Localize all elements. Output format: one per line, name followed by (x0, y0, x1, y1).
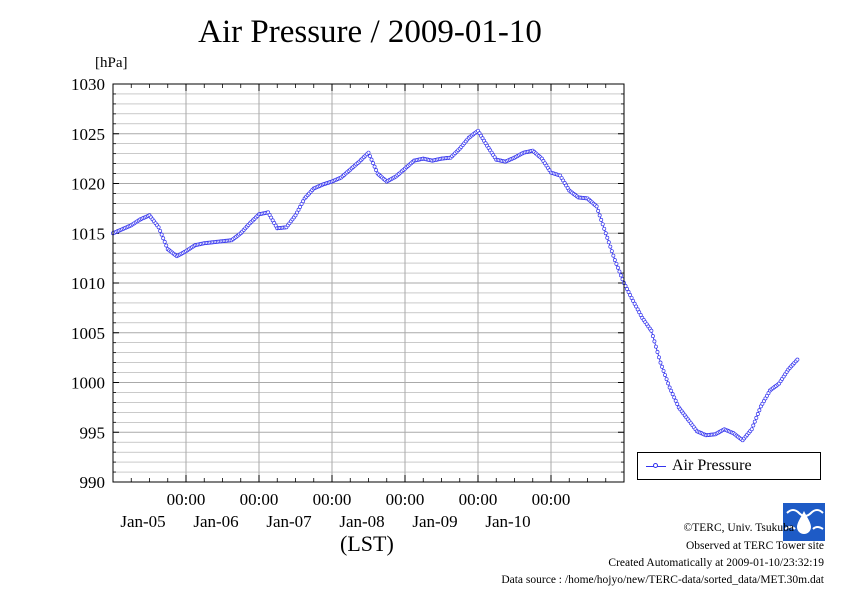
x-axis-unit: (LST) (340, 531, 394, 556)
data-point (606, 240, 611, 245)
x-tick-date-label: Jan-06 (193, 512, 238, 531)
data-point (657, 355, 661, 360)
x-tick-date-label: Jan-05 (120, 512, 165, 531)
data-point (602, 226, 607, 231)
data-point (652, 339, 657, 344)
y-tick-label: 1000 (71, 374, 105, 393)
data-point (655, 350, 660, 354)
data-point (661, 368, 666, 373)
data-point (649, 328, 654, 333)
data-point (611, 253, 616, 258)
legend-label: Air Pressure (672, 457, 752, 474)
data-point (663, 373, 668, 377)
terc-logo (783, 503, 825, 541)
created-timestamp: Created Automatically at 2009-01-10/23:3… (608, 557, 824, 569)
y-tick-label: 1005 (71, 324, 105, 343)
data-point (301, 199, 306, 204)
data-point (664, 377, 669, 382)
data-point (371, 161, 376, 166)
data-point (628, 292, 633, 297)
data-source: Data source : /home/hojyo/new/TERC-data/… (501, 574, 824, 586)
data-point (754, 415, 759, 420)
y-tick-label: 1030 (71, 75, 105, 94)
x-tick-date-label: Jan-07 (266, 512, 312, 531)
legend: Air Pressure (637, 452, 821, 480)
data-point (596, 208, 601, 213)
y-tick-label: 995 (80, 423, 106, 442)
data-point (667, 385, 672, 390)
data-point (675, 402, 680, 407)
observation-site-credit: Observed at TERC Tower site (685, 540, 824, 552)
chart-title: Air Pressure / 2009-01-10 (198, 14, 542, 50)
data-point (751, 423, 756, 428)
y-axis-unit: [hPa] (95, 55, 128, 71)
data-point (755, 412, 760, 416)
data-point (673, 398, 678, 403)
x-tick-time-label: 00:00 (459, 490, 498, 509)
data-point (603, 231, 608, 236)
data-point (605, 235, 610, 240)
x-tick-time-label: 00:00 (386, 490, 425, 509)
grid-layer (113, 84, 624, 482)
plot-frame (112, 83, 625, 483)
data-point (369, 157, 374, 162)
data-point (612, 258, 617, 263)
copyright-credit: ©TERC, Univ. Tsukuba (683, 522, 794, 534)
x-tick-time-label: 00:00 (532, 490, 571, 509)
x-tick-date-label: Jan-09 (412, 512, 457, 531)
data-point (666, 381, 671, 386)
data-point (617, 269, 622, 274)
data-point (669, 388, 674, 393)
data-point (608, 244, 613, 249)
series-layer (111, 128, 800, 443)
data-point (795, 357, 800, 362)
data-point (368, 154, 372, 159)
y-tick-label: 990 (80, 473, 106, 492)
data-point (619, 273, 623, 278)
data-point (374, 168, 379, 173)
data-point (594, 204, 599, 209)
x-tick-time-label: 00:00 (240, 490, 279, 509)
data-point (600, 222, 605, 227)
data-point (615, 265, 620, 270)
data-point (670, 392, 675, 397)
x-tick-date-label: Jan-08 (339, 512, 384, 531)
data-point (658, 360, 663, 365)
data-point (161, 236, 166, 241)
data-point (672, 395, 677, 400)
data-point (609, 249, 614, 254)
data-point (156, 225, 161, 230)
data-point (597, 213, 602, 218)
data-point (626, 290, 631, 294)
data-point (372, 164, 377, 169)
data-point (599, 217, 604, 222)
data-point (158, 228, 163, 233)
data-point (653, 344, 658, 349)
y-tick-label: 1015 (71, 224, 105, 243)
data-point (660, 364, 664, 369)
legend-marker-swatch (653, 463, 658, 468)
data-point (629, 295, 634, 300)
data-point (757, 408, 762, 413)
y-tick-label: 1025 (71, 125, 105, 144)
data-point (159, 232, 164, 237)
data-point (614, 261, 619, 266)
data-point (164, 243, 169, 248)
y-tick-label: 1020 (71, 175, 105, 194)
x-tick-time-label: 00:00 (167, 490, 206, 509)
data-point (162, 239, 167, 244)
data-point (650, 334, 655, 339)
data-point (625, 287, 629, 291)
x-tick-date-label: Jan-10 (485, 512, 530, 531)
data-point (752, 419, 757, 424)
x-tick-time-label: 00:00 (313, 490, 352, 509)
data-point (749, 427, 754, 432)
y-tick-label: 1010 (71, 274, 105, 293)
data-point (366, 150, 371, 155)
